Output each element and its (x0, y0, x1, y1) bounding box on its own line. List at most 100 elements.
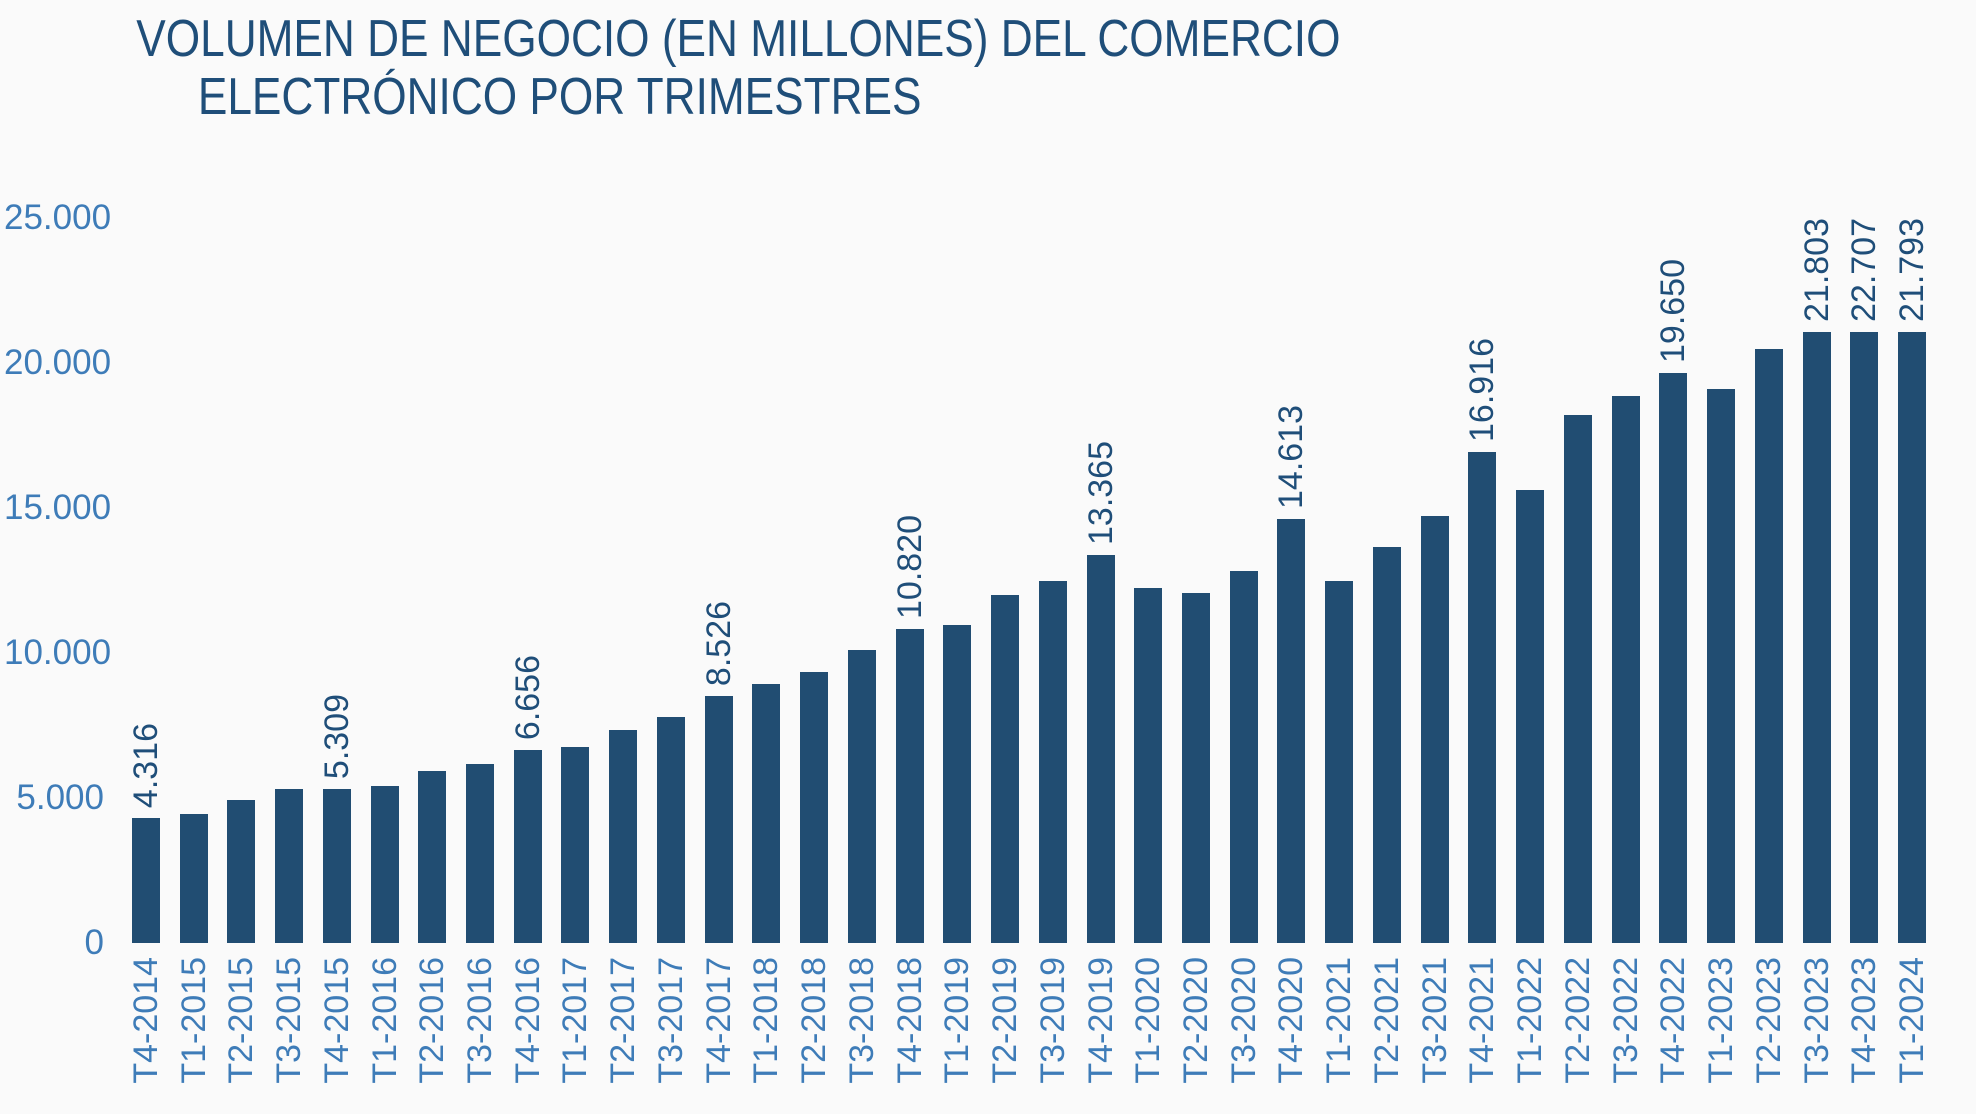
x-axis-label-T1-2021: T1-2021 (1320, 957, 1359, 1084)
x-axis-label-zone-T4-2022: T4-2022 (1654, 943, 1692, 1108)
x-axis-label-zone-T1-2023: T1-2023 (1702, 943, 1741, 1108)
bar-T2-2022 (1563, 415, 1592, 943)
bar-T3-2022 (1611, 396, 1640, 943)
bar-slot-T3-2022: T3-2022 (1602, 218, 1650, 1108)
x-axis-label-T2-2022: T2-2022 (1558, 957, 1597, 1084)
x-axis-label-T1-2019: T1-2019 (938, 957, 977, 1084)
x-axis-label-T1-2023: T1-2023 (1702, 957, 1741, 1084)
bar-T4-2014 (131, 818, 160, 943)
x-axis-label-zone-T4-2015: T4-2015 (318, 943, 356, 1108)
bar-T1-2018 (752, 684, 781, 943)
x-axis-label-zone-T2-2023: T2-2023 (1750, 943, 1788, 1108)
x-axis-label-zone-T1-2019: T1-2019 (938, 943, 977, 1108)
x-axis-label-T2-2020: T2-2020 (1177, 957, 1216, 1084)
x-axis-label-zone-T2-2016: T2-2016 (413, 943, 452, 1108)
bar-T4-2015 (322, 789, 351, 943)
bar-T4-2022 (1659, 373, 1688, 943)
bar-T4-2018 (895, 629, 924, 943)
x-axis-label-T2-2018: T2-2018 (795, 957, 834, 1084)
x-axis-label-zone-T3-2017: T3-2017 (652, 943, 690, 1108)
bar-T1-2015 (179, 814, 208, 943)
x-axis-label-zone-T1-2018: T1-2018 (747, 943, 785, 1108)
chart-title-line-1: VOLUMEN DE NEGOCIO (EN MILLONES) DEL COM… (136, 10, 1341, 68)
x-axis-label-T2-2021: T2-2021 (1367, 957, 1406, 1084)
x-axis-label-zone-T3-2019: T3-2019 (1033, 943, 1072, 1108)
x-axis-label-zone-T4-2018: T4-2018 (891, 943, 929, 1108)
bar-value-label-T4-2019: 13.365 (1081, 441, 1120, 545)
bar-T2-2019 (991, 595, 1020, 943)
bar-T1-2021 (1325, 581, 1354, 943)
x-axis-label-zone-T1-2016: T1-2016 (365, 943, 404, 1108)
bar-T2-2016 (418, 771, 447, 943)
bar-slot-T4-2019: 13.365 T4-2019 (1077, 218, 1125, 1108)
x-axis-label-T3-2019: T3-2019 (1033, 957, 1072, 1084)
x-axis-label-T1-2020: T1-2020 (1129, 957, 1168, 1084)
chart-title: VOLUMEN DE NEGOCIO (EN MILLONES) DEL COM… (30, 10, 1340, 126)
bar-slot-T4-2022: 19.650 T4-2022 (1650, 218, 1698, 1108)
bar-value-label-T3-2023: 21.803 (1797, 218, 1836, 322)
x-axis-label-T3-2020: T3-2020 (1224, 957, 1263, 1084)
bar-slot-T2-2023: T2-2023 (1745, 218, 1793, 1108)
bar-T1-2017 (561, 747, 590, 943)
bar-T4-2016 (513, 750, 542, 943)
x-axis-label-T4-2019: T4-2019 (1081, 957, 1120, 1084)
bars-row: 4.316 T4-2014 T1-2015 T2-2015 T3-2015 5.309 T4… (122, 218, 1936, 1108)
bar-T4-2020 (1277, 519, 1306, 943)
bar-slot-T4-2018: 10.820 T4-2018 (886, 218, 934, 1108)
x-axis-label-zone-T2-2022: T2-2022 (1558, 943, 1597, 1108)
bar-value-label-T4-2018: 10.820 (890, 515, 929, 619)
x-axis-label-T3-2018: T3-2018 (842, 957, 881, 1084)
x-axis-label-zone-T3-2020: T3-2020 (1224, 943, 1263, 1108)
bar-T1-2022 (1516, 490, 1545, 943)
x-axis-label-T4-2021: T4-2021 (1463, 957, 1502, 1084)
bar-value-label-T4-2020: 14.613 (1272, 405, 1311, 509)
bar-T3-2016 (466, 764, 494, 943)
bar-slot-T4-2014: 4.316 T4-2014 (122, 218, 170, 1108)
x-axis-label-T1-2017: T1-2017 (556, 957, 595, 1084)
bar-slot-T4-2015: 5.309 T4-2015 (313, 218, 361, 1108)
bar-slot-T4-2020: 14.613 T4-2020 (1268, 218, 1316, 1108)
bar-slot-T3-2023: 21.803 T3-2023 (1793, 218, 1841, 1108)
chart-title-line-2: ELECTRÓNICO POR TRIMESTRES (198, 68, 922, 126)
x-axis-label-zone-T3-2016: T3-2016 (461, 943, 499, 1108)
y-tick-label-20000: 20.000 (4, 343, 112, 382)
bar-value-label-T1-2024: 21.793 (1893, 218, 1932, 322)
bar-T2-2015 (227, 800, 256, 943)
bar-T4-2019 (1086, 555, 1115, 943)
x-axis-label-zone-T4-2021: T4-2021 (1463, 943, 1502, 1108)
x-axis-label-T4-2020: T4-2020 (1272, 957, 1311, 1084)
y-tick-label-25000: 25.000 (4, 198, 112, 237)
bar-slot-T3-2016: T3-2016 (456, 218, 504, 1108)
x-axis-label-T2-2017: T2-2017 (604, 957, 643, 1084)
bar-value-label-T4-2021: 16.916 (1463, 338, 1502, 442)
bar-value-label-T4-2022: 19.650 (1654, 259, 1693, 363)
x-axis-label-zone-T3-2022: T3-2022 (1607, 943, 1645, 1108)
y-tick-label-10000: 10.000 (4, 633, 112, 672)
bar-T1-2020 (1134, 588, 1163, 943)
x-axis-label-T3-2023: T3-2023 (1797, 957, 1836, 1084)
x-axis-label-zone-T4-2017: T4-2017 (700, 943, 738, 1108)
y-tick-label-5000: 5.000 (16, 778, 104, 817)
x-axis-label-T2-2019: T2-2019 (986, 957, 1025, 1084)
bar-slot-T4-2016: 6.656 T4-2016 (504, 218, 552, 1108)
x-axis-label-zone-T1-2017: T1-2017 (556, 943, 595, 1108)
bar-T2-2021 (1372, 547, 1401, 943)
y-tick-label-0: 0 (84, 923, 104, 962)
bar-slot-T3-2020: T3-2020 (1220, 218, 1268, 1108)
bar-T3-2023 (1802, 332, 1831, 943)
x-axis-label-zone-T4-2019: T4-2019 (1081, 943, 1120, 1108)
bar-T1-2023 (1707, 389, 1736, 943)
x-axis-label-T3-2015: T3-2015 (270, 957, 309, 1084)
bar-slot-T1-2016: T1-2016 (361, 218, 409, 1108)
bar-slot-T1-2015: T1-2015 (170, 218, 218, 1108)
x-axis-label-zone-T4-2023: T4-2023 (1845, 943, 1883, 1108)
bar-slot-T1-2022: T1-2022 (1506, 218, 1554, 1108)
bar-slot-T1-2023: T1-2023 (1697, 218, 1745, 1108)
x-axis-label-zone-T4-2016: T4-2016 (509, 943, 547, 1108)
bar-slot-T3-2021: T3-2021 (1411, 218, 1459, 1108)
bar-T1-2016 (370, 786, 399, 943)
x-axis-label-zone-T3-2018: T3-2018 (842, 943, 881, 1108)
x-axis-label-T1-2016: T1-2016 (365, 957, 404, 1084)
bar-T1-2019 (943, 625, 972, 943)
x-axis-label-T2-2016: T2-2016 (413, 957, 452, 1084)
